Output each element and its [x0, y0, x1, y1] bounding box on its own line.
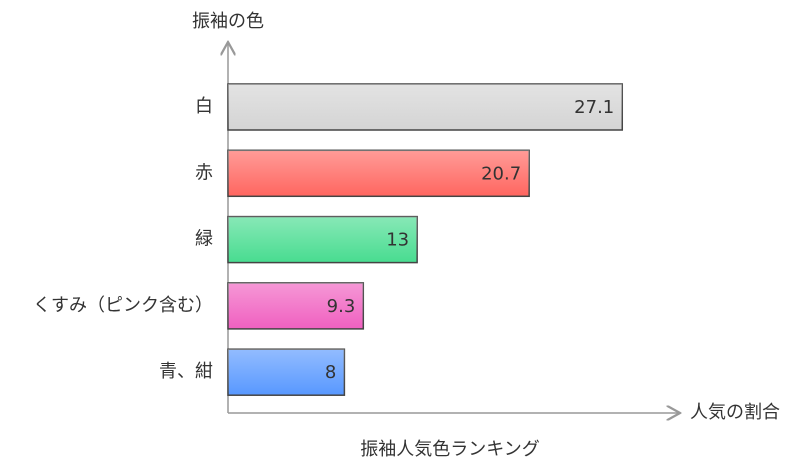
- bar-shade: [228, 150, 530, 197]
- y-axis-label: 振袖の色: [192, 11, 264, 32]
- bar-shade: [228, 349, 345, 396]
- y-tick-label: 赤: [195, 162, 213, 183]
- bar-shade: [228, 84, 623, 130]
- x-axis-label: 人気の割合: [690, 402, 780, 423]
- y-tick-label: 青、紺: [159, 361, 213, 382]
- value-label: 8: [325, 362, 336, 383]
- value-label: 27.1: [574, 97, 614, 118]
- chart-title: 振袖人気色ランキング: [360, 439, 539, 460]
- value-label: 13: [386, 230, 409, 251]
- bar-shade: [228, 282, 364, 329]
- value-label: 9.3: [327, 296, 356, 317]
- value-label: 20.7: [481, 163, 521, 184]
- y-tick-label: 緑: [195, 229, 213, 250]
- y-tick-label: 白: [195, 96, 213, 117]
- y-tick-label: くすみ（ピンク含む）: [33, 295, 213, 316]
- bar-shade: [228, 216, 418, 263]
